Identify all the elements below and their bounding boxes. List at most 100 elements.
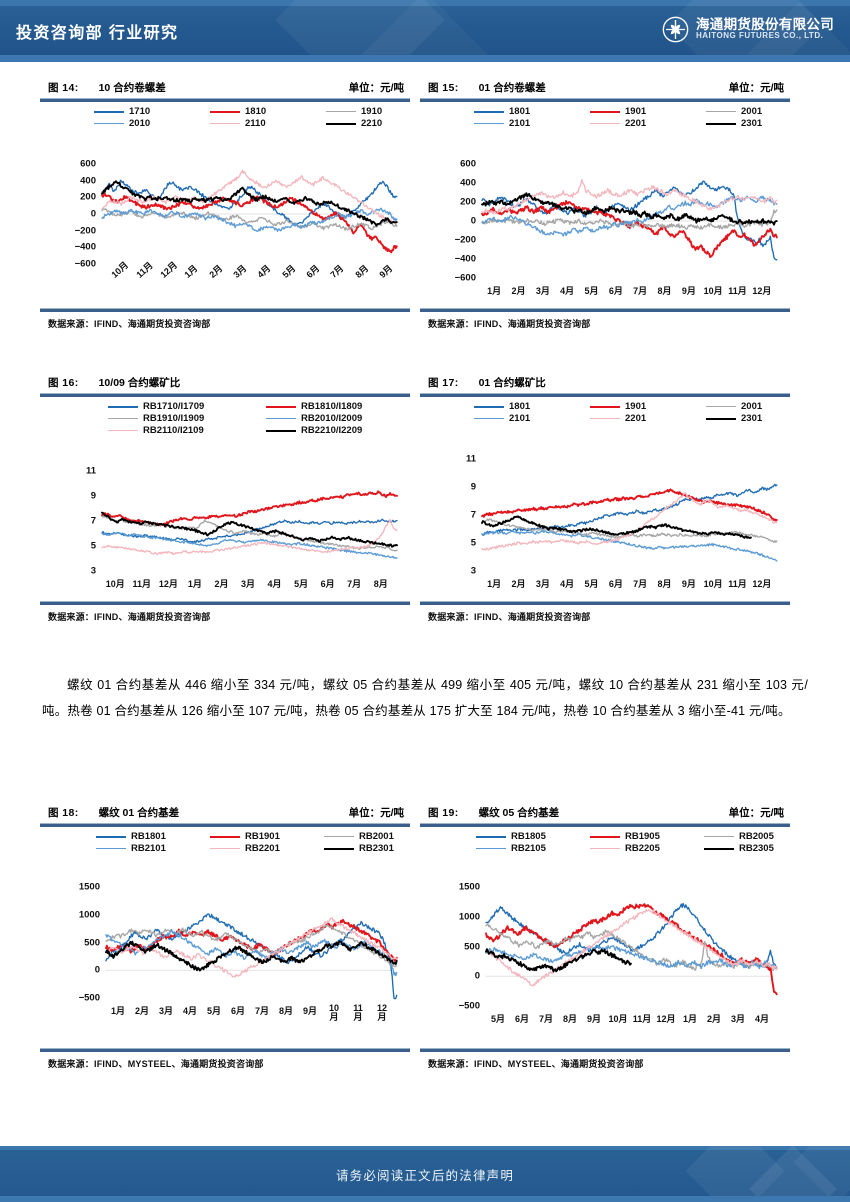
page-header: 投资咨询部 行业研究 海通期货股份有限公司 HAITONG FUTURES CO… xyxy=(0,0,850,62)
legend-swatch xyxy=(706,111,736,112)
x-axis-tick: 1月 xyxy=(682,1014,697,1024)
chart-lines xyxy=(481,483,778,562)
legend-item[interactable]: RB2305 xyxy=(704,843,812,854)
series-line xyxy=(485,944,778,970)
legend-item[interactable]: 2201 xyxy=(590,413,700,424)
legend-swatch xyxy=(706,406,736,407)
x-axis-tick: 1月 xyxy=(487,579,502,589)
legend-item[interactable]: RB1905 xyxy=(590,831,698,842)
legend-item[interactable]: RB2301 xyxy=(324,843,432,854)
figure-title: 螺纹 01 合约基差 xyxy=(98,807,180,819)
legend-item[interactable]: RB2010/I2009 xyxy=(266,413,418,424)
legend-item[interactable]: 2101 xyxy=(474,413,584,424)
x-axis-tick: 4月 xyxy=(560,286,575,296)
legend-item[interactable]: RB2105 xyxy=(476,843,584,854)
footer-bottom-strip xyxy=(0,1196,850,1202)
legend-item[interactable]: RB1810/I1809 xyxy=(266,401,418,412)
legend-item[interactable]: RB1901 xyxy=(210,831,318,842)
chart-top-rule xyxy=(40,98,410,102)
figure-number: 图 15: xyxy=(428,82,459,94)
figure-unit: 单位：元/吨 xyxy=(728,807,784,819)
chart-header: 图 19: 螺纹 05 合约基差 单位：元/吨 xyxy=(420,805,790,823)
legend-label: RB2110/I2109 xyxy=(143,425,204,436)
series-line xyxy=(101,208,398,231)
legend-item[interactable]: 2110 xyxy=(210,118,320,129)
legend-item[interactable]: RB2005 xyxy=(704,831,812,842)
x-axis-tick: 2月 xyxy=(706,1014,721,1024)
legend-item[interactable]: 1810 xyxy=(210,106,320,117)
x-axis-tick: 9月 xyxy=(681,579,696,589)
x-axis-tick: 4月 xyxy=(267,579,282,589)
y-axis-tick: 1500 xyxy=(458,881,480,893)
legend-label: RB1810/I1809 xyxy=(301,401,363,412)
legend-item[interactable]: RB1910/I1909 xyxy=(108,413,260,424)
legend-item[interactable]: RB2110/I2109 xyxy=(108,425,260,436)
legend-item[interactable]: 1901 xyxy=(590,401,700,412)
legend-item[interactable]: 2010 xyxy=(94,118,204,129)
x-axis-tick: 8月 xyxy=(278,1006,293,1016)
x-axis-tick: 1月 xyxy=(487,286,502,296)
legend-item[interactable]: 1901 xyxy=(590,106,700,117)
plot-area-fig15: 1801 1901 2001 2101 2201 2301 600 400 200 0 −200 −4… xyxy=(420,102,790,308)
legend-item[interactable]: 1801 xyxy=(474,401,584,412)
y-axis-tick: 200 xyxy=(80,191,96,203)
chart-lines xyxy=(105,913,398,1000)
legend-swatch xyxy=(706,417,736,420)
legend-item[interactable]: RB1710/I1709 xyxy=(108,401,260,412)
plot-area-fig17: 1801 1901 2001 2101 2201 2301 11 9 7 5 3 1月 2月 3月 4月 5月… xyxy=(420,397,790,601)
y-axis-tick: −600 xyxy=(74,258,96,270)
figure-number: 图 18: xyxy=(48,807,79,819)
legend-item[interactable]: RB2210/I2209 xyxy=(266,425,418,436)
x-axis-tick: 5月 xyxy=(206,1006,221,1016)
legend-item[interactable]: 2101 xyxy=(474,118,584,129)
y-axis-tick: 200 xyxy=(460,196,476,208)
legend-swatch xyxy=(266,405,296,408)
x-axis-tick: 4月 xyxy=(754,1014,769,1024)
legend-swatch xyxy=(210,848,240,849)
y-axis-tick: 5 xyxy=(470,537,476,549)
chart-header: 图 18: 螺纹 01 合约基差 单位：元/吨 xyxy=(40,805,410,823)
legend-label: 2001 xyxy=(741,401,763,412)
chart-source: 数据来源：IFIND、海通期货投资咨询部 xyxy=(428,611,591,622)
chart-bottom-rule xyxy=(40,601,410,605)
haitong-logo-icon xyxy=(662,16,689,43)
y-axis-tick: −500 xyxy=(78,992,100,1004)
legend-swatch xyxy=(324,836,354,837)
chart-source: 数据来源：IFIND、海通期货投资咨询部 xyxy=(48,611,211,622)
legend-item[interactable]: 2210 xyxy=(326,118,436,129)
legend-item[interactable]: 2001 xyxy=(706,106,816,117)
legend-label: 1901 xyxy=(625,401,647,412)
legend-item[interactable]: 1710 xyxy=(94,106,204,117)
legend-item[interactable]: RB2101 xyxy=(96,843,204,854)
x-axis-tick: 3月 xyxy=(535,286,550,296)
legend-label: 2301 xyxy=(741,413,763,424)
legend-item[interactable]: 2301 xyxy=(706,413,816,424)
figure-number: 图 14: xyxy=(48,82,79,94)
legend-item[interactable]: 2201 xyxy=(590,118,700,129)
legend-item[interactable]: RB1805 xyxy=(476,831,584,842)
series-line xyxy=(485,909,778,987)
chart-bottom-rule xyxy=(420,601,790,605)
legend-item[interactable]: RB2001 xyxy=(324,831,432,842)
series-line xyxy=(481,488,778,522)
x-axis-tick: 6月 xyxy=(608,286,623,296)
y-axis-tick: 1500 xyxy=(78,881,100,893)
legend-item[interactable]: RB1801 xyxy=(96,831,204,842)
x-axis-tick: 1月 xyxy=(110,1006,125,1016)
x-axis-tick: 8月 xyxy=(562,1014,577,1024)
legend-swatch xyxy=(590,835,620,838)
legend-item[interactable]: 2001 xyxy=(706,401,816,412)
legend-item[interactable]: RB2201 xyxy=(210,843,318,854)
legend-item[interactable]: 2301 xyxy=(706,118,816,129)
chart-lines xyxy=(101,169,398,254)
figure-title: 螺纹 05 合约基差 xyxy=(478,807,560,819)
x-axis-tick: 2月 xyxy=(214,579,229,589)
x-axis-tick: 12月 xyxy=(752,579,772,589)
legend-item[interactable]: 1910 xyxy=(326,106,436,117)
legend-item[interactable]: RB2205 xyxy=(590,843,698,854)
figure-title: 01 合约螺矿比 xyxy=(478,377,546,389)
company-logo: 海通期货股份有限公司 HAITONG FUTURES CO., LTD. xyxy=(662,16,834,43)
y-axis-tick: −400 xyxy=(74,241,96,253)
legend-item[interactable]: 1801 xyxy=(474,106,584,117)
series-line xyxy=(485,902,778,969)
